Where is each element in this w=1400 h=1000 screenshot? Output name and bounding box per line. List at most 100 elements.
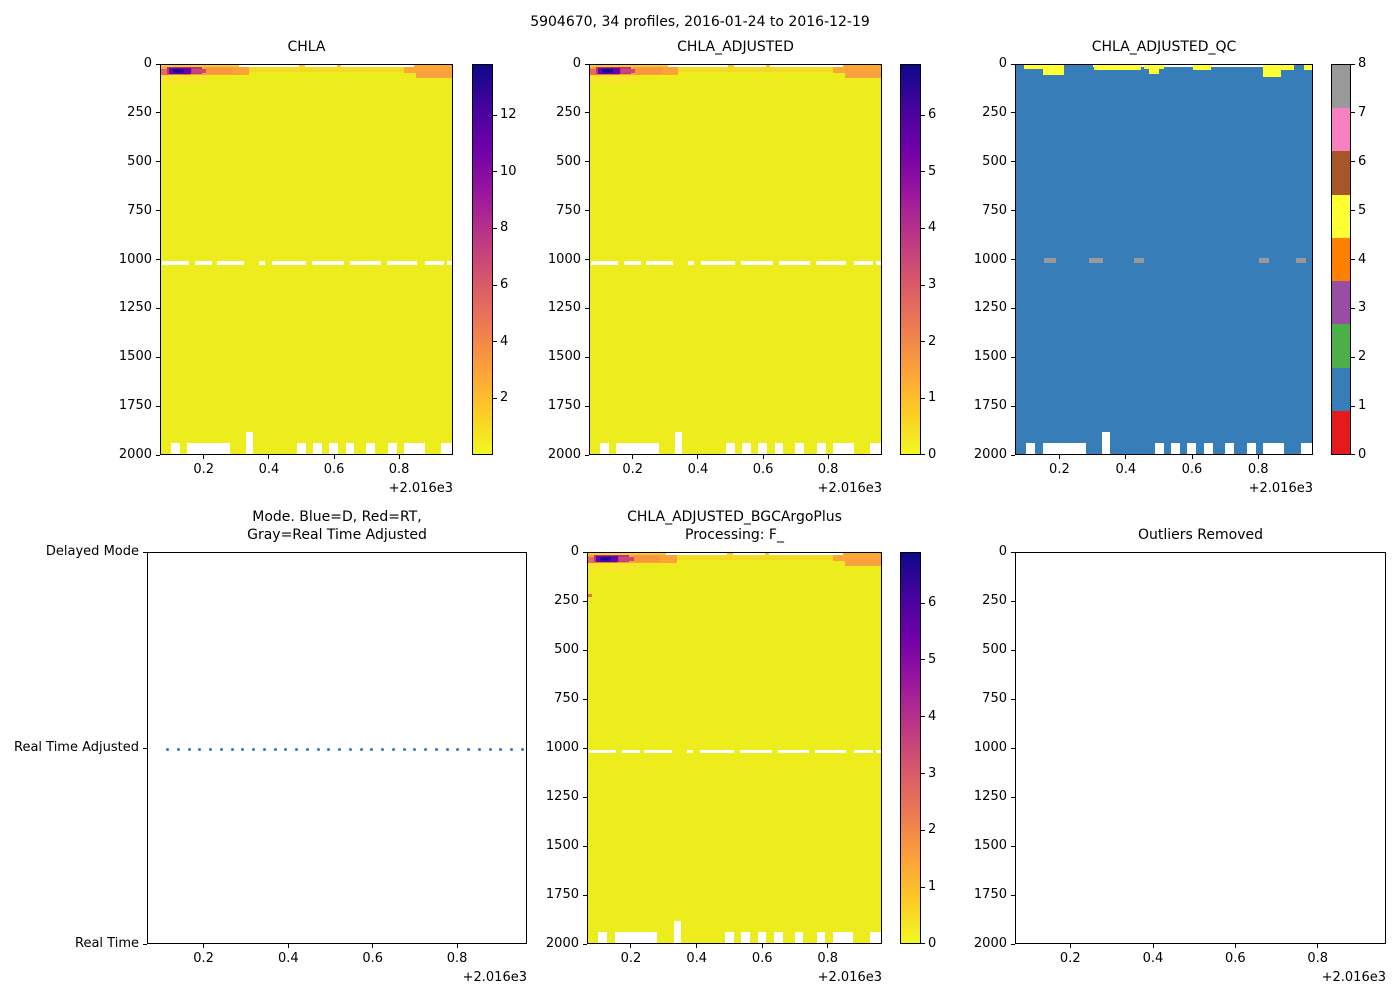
qc-ytick-label: 250 — [982, 104, 1007, 120]
mode-data-point — [166, 747, 170, 751]
chla_adjusted-ytick-label: 1500 — [547, 349, 581, 365]
chla-cbar-tick — [493, 114, 497, 116]
qc-data-feature — [1102, 431, 1110, 454]
qc-data-feature — [1295, 258, 1306, 264]
outliers-ytick-label: 2000 — [973, 936, 1007, 951]
bgc-cbar-tick — [921, 659, 925, 661]
qc-cbar-tick-label: 2 — [1358, 349, 1367, 365]
mode-ytick-label: Delayed Mode — [45, 544, 139, 559]
bgc-ytick — [583, 551, 587, 553]
chla-data-feature — [366, 442, 375, 454]
bgc-cbar-tick-label: 2 — [928, 822, 937, 838]
chla-data-feature — [297, 442, 307, 454]
chla_adjusted-cbar-tick-label: 1 — [928, 390, 937, 406]
mode-ytick-label: Real Time Adjusted — [14, 740, 139, 755]
chla-data-feature — [171, 442, 181, 454]
chla_adjusted-xtick-label: 0.2 — [622, 462, 643, 477]
chla-data-feature — [440, 442, 452, 454]
qc-ytick-label: 1250 — [973, 300, 1007, 316]
chla-cbar-tick — [493, 341, 497, 343]
chla-data-feature — [194, 261, 213, 265]
chla_adjusted-data-feature — [688, 261, 694, 265]
bgc-ytick-label: 1000 — [545, 740, 579, 755]
mode-plot-area — [147, 552, 527, 944]
qc-data-feature — [1148, 68, 1160, 74]
outliers-ytick-label: 1000 — [973, 740, 1007, 755]
chla-data-feature — [345, 442, 355, 454]
chla_adjusted-data-feature — [733, 65, 766, 68]
qc-ytick-label: 500 — [982, 153, 1007, 169]
chla-data-feature — [187, 442, 230, 454]
chla-xtick-label: 0.6 — [323, 462, 345, 477]
outliers-ytick — [1011, 551, 1015, 553]
chla-ytick-label: 250 — [127, 104, 152, 120]
chla-xtick — [333, 455, 335, 459]
mode-data-point — [316, 747, 320, 751]
bgc-data-feature — [618, 556, 634, 562]
bgc-data-feature — [621, 749, 640, 754]
outliers-xtick — [1317, 944, 1319, 948]
mode-data-point — [198, 747, 202, 751]
qc-cbar-tick-label: 0 — [1358, 447, 1367, 462]
bgc-data-feature — [769, 553, 844, 556]
qc-data-feature — [1042, 442, 1087, 454]
outliers-ytick — [1011, 796, 1015, 798]
chla_adjusted-xtick — [827, 455, 829, 459]
bgc-data-feature — [794, 931, 804, 943]
bgc-data-feature — [589, 749, 617, 754]
chla-data-feature — [238, 65, 299, 68]
chla_adjusted-xtick — [762, 455, 764, 459]
mode-title: Gray=Real Time Adjusted — [247, 527, 427, 543]
chla-ytick-label: 2000 — [118, 447, 152, 462]
chla_adjusted-cbar-tick — [921, 284, 925, 286]
qc-data-feature — [1224, 442, 1234, 454]
outliers-ytick-label: 250 — [982, 593, 1007, 608]
qc-ytick — [1011, 405, 1015, 407]
chla_adjusted-ytick — [585, 63, 589, 65]
qc-cbar-tick-label: 6 — [1358, 153, 1367, 169]
mode-data-point — [305, 747, 309, 751]
chla-ytick — [156, 161, 160, 163]
mode-xtick-label: 0.2 — [193, 951, 214, 966]
mode-data-point — [177, 747, 180, 751]
bgc-data-feature — [832, 931, 854, 943]
chla-data-feature — [161, 75, 208, 84]
qc-xtick — [1257, 455, 1259, 459]
bgc-ytick-label: 1750 — [545, 887, 579, 902]
chla_adjusted-xtick — [632, 455, 634, 459]
chla_adjusted-data-feature — [591, 261, 618, 265]
chla-data-feature — [248, 67, 405, 73]
outliers-ytick-label: 500 — [982, 642, 1007, 657]
chla-cbar-tick — [493, 284, 497, 286]
chla-xtick-label: 0.8 — [388, 462, 410, 477]
outliers-ytick-label: 0 — [998, 544, 1007, 559]
bgc-data-feature — [588, 563, 636, 572]
chla-data-feature — [216, 261, 245, 265]
mode-data-point — [273, 747, 277, 751]
chla-ytick-label: 1250 — [118, 300, 152, 316]
qc-data-feature — [1303, 65, 1312, 70]
chla-data-feature — [386, 261, 418, 265]
bgc-data-feature — [676, 555, 833, 561]
qc-colorbar-segment-8 — [1332, 65, 1350, 109]
outliers-xtick — [1234, 944, 1236, 948]
bgc-cbar-tick — [921, 602, 925, 604]
qc-cbar-tick-label: 4 — [1358, 251, 1367, 267]
qc-ytick-label: 0 — [998, 56, 1007, 71]
bgc-xtick — [696, 944, 698, 948]
chla_adjusted-ytick — [585, 356, 589, 358]
bgc-cbar-tick-label: 3 — [928, 765, 937, 781]
mode-data-point — [262, 747, 266, 751]
chla-xtick — [268, 455, 270, 459]
bgc-data-feature — [732, 553, 765, 556]
figure-title: 5904670, 34 profiles, 2016-01-24 to 2016… — [530, 14, 870, 30]
bgc-cbar-tick — [921, 829, 925, 831]
bgc-data-feature — [588, 594, 593, 597]
outliers-ytick-label: 750 — [982, 691, 1007, 706]
bgc-data-feature — [757, 931, 767, 943]
mode-xtick-label: 0.4 — [278, 951, 299, 966]
mode-data-point — [370, 747, 374, 751]
qc-xtick — [1191, 455, 1193, 459]
chla-data-feature — [206, 67, 233, 74]
bgc-title: CHLA_ADJUSTED_BGCArgoPlus — [627, 509, 842, 525]
